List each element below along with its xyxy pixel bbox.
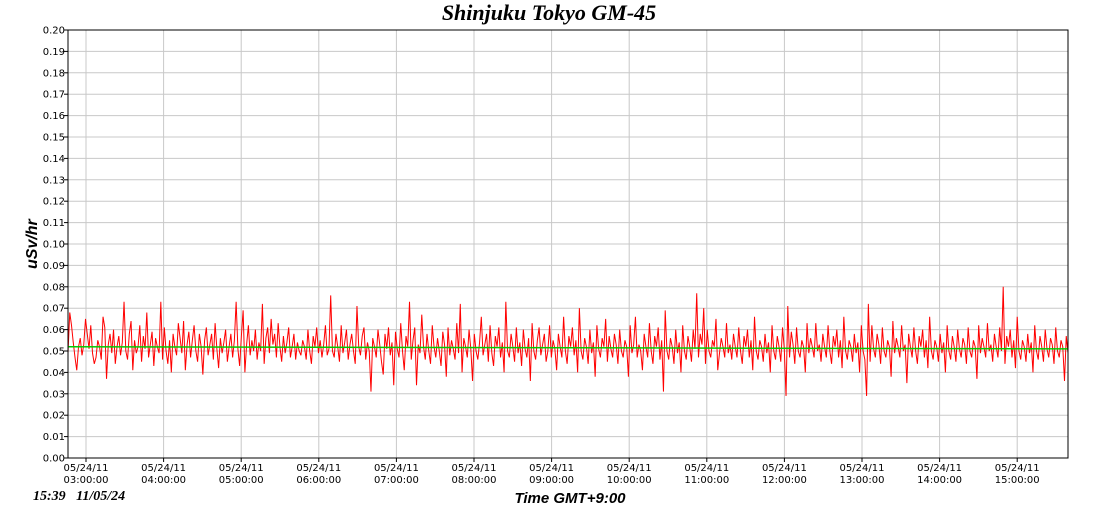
x-tick-date: 05/24/11 bbox=[840, 463, 885, 474]
y-tick-label: 0.18 bbox=[43, 68, 65, 79]
y-tick-label: 0.16 bbox=[43, 111, 65, 122]
y-axis-ticks: 0.00 0.01 0.02 0.03 0.04 0.05 0.06 0.07 0.08 0.09… bbox=[43, 26, 68, 465]
y-tick-label: 0.13 bbox=[43, 175, 65, 186]
y-tick-label: 0.04 bbox=[43, 368, 65, 379]
y-tick-label: 0.09 bbox=[43, 261, 65, 272]
y-tick-label: 0.15 bbox=[43, 133, 65, 144]
x-tick-time: 10:00:00 bbox=[607, 475, 652, 486]
x-axis-ticks: 05/24/1103:00:0005/24/1104:00:0005/24/11… bbox=[64, 458, 1040, 486]
grid bbox=[68, 29, 1068, 459]
x-tick-date: 05/24/11 bbox=[607, 463, 652, 474]
x-tick-time: 07:00:00 bbox=[374, 475, 419, 486]
x-tick-date: 05/24/11 bbox=[374, 463, 419, 474]
x-tick-time: 14:00:00 bbox=[917, 475, 962, 486]
y-tick-label: 0.02 bbox=[43, 411, 65, 422]
average-line bbox=[67, 345, 1069, 350]
x-tick-time: 06:00:00 bbox=[296, 475, 341, 486]
x-tick-date: 05/24/11 bbox=[995, 463, 1040, 474]
y-tick-label: 0.17 bbox=[43, 90, 65, 101]
y-tick-label: 0.19 bbox=[43, 47, 65, 58]
plot-frame bbox=[67, 29, 1069, 459]
x-tick-time: 13:00:00 bbox=[840, 475, 885, 486]
x-tick-date: 05/24/11 bbox=[141, 463, 186, 474]
x-tick-time: 08:00:00 bbox=[452, 475, 497, 486]
y-tick-label: 0.00 bbox=[43, 454, 65, 465]
x-tick-time: 09:00:00 bbox=[529, 475, 574, 486]
generated-timestamp: 15:39 11/05/24 bbox=[33, 489, 126, 504]
y-tick-label: 0.20 bbox=[43, 26, 65, 37]
x-tick-date: 05/24/11 bbox=[762, 463, 807, 474]
x-tick-date: 05/24/11 bbox=[529, 463, 574, 474]
x-tick-date: 05/24/11 bbox=[219, 463, 264, 474]
dose-rate-line bbox=[67, 286, 1069, 396]
x-tick-time: 04:00:00 bbox=[141, 475, 186, 486]
x-axis-label: Time GMT+9:00 bbox=[514, 490, 626, 507]
y-tick-label: 0.07 bbox=[43, 304, 65, 315]
y-tick-label: 0.01 bbox=[43, 432, 65, 443]
y-tick-label: 0.11 bbox=[43, 218, 65, 229]
x-tick-time: 05:00:00 bbox=[219, 475, 264, 486]
x-tick-time: 12:00:00 bbox=[762, 475, 807, 486]
y-tick-label: 0.03 bbox=[43, 389, 65, 400]
x-tick-time: 03:00:00 bbox=[64, 475, 109, 486]
y-tick-label: 0.05 bbox=[43, 347, 65, 358]
y-tick-label: 0.14 bbox=[43, 154, 65, 165]
y-tick-label: 0.12 bbox=[43, 197, 65, 208]
y-tick-label: 0.06 bbox=[43, 325, 65, 336]
x-tick-date: 05/24/11 bbox=[452, 463, 497, 474]
y-tick-label: 0.08 bbox=[43, 282, 65, 293]
x-tick-time: 15:00:00 bbox=[995, 475, 1040, 486]
x-tick-time: 11:00:00 bbox=[684, 475, 729, 486]
x-tick-date: 05/24/11 bbox=[64, 463, 109, 474]
chart-title: Shinjuku Tokyo GM-45 bbox=[441, 0, 657, 25]
x-tick-date: 05/24/11 bbox=[917, 463, 962, 474]
y-tick-label: 0.10 bbox=[43, 240, 65, 251]
x-tick-date: 05/24/11 bbox=[296, 463, 341, 474]
series-group bbox=[67, 286, 1069, 396]
x-tick-date: 05/24/11 bbox=[684, 463, 729, 474]
